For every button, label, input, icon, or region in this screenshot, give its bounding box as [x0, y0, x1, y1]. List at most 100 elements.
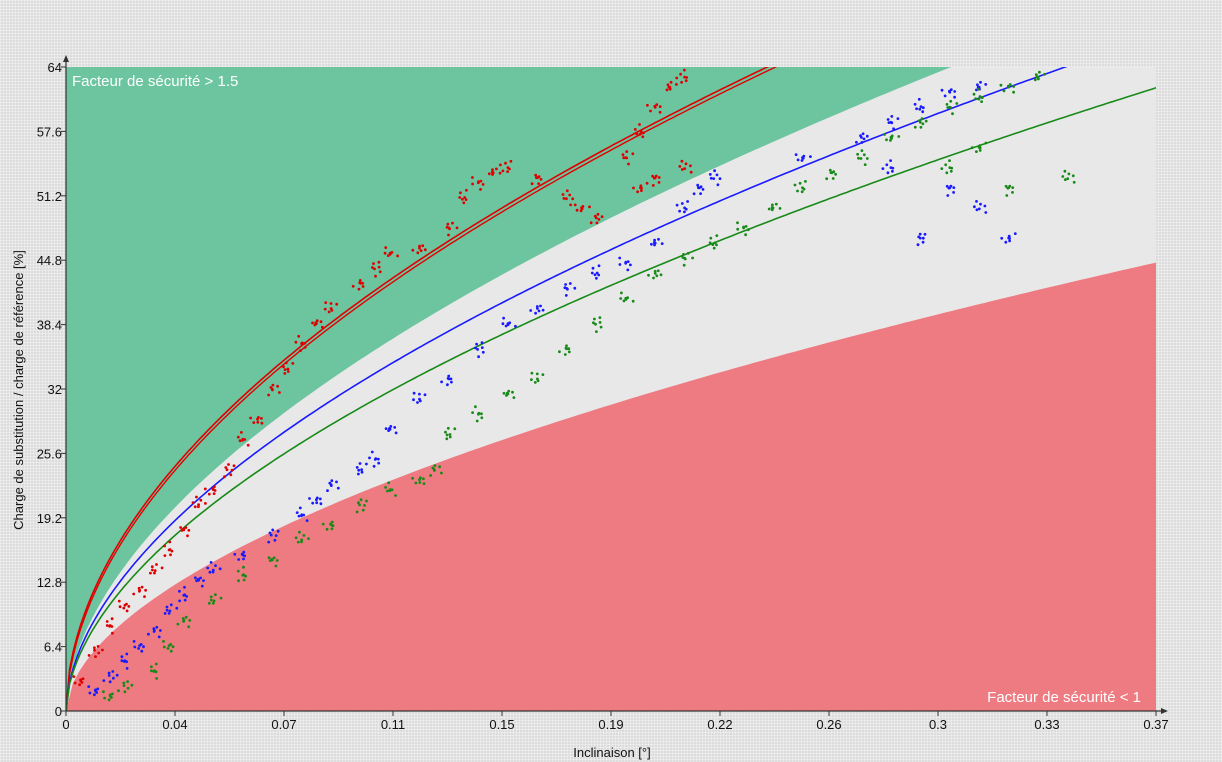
data-point-series-0 [633, 123, 645, 139]
data-point-series-0 [179, 526, 191, 538]
data-point-series-1 [913, 97, 925, 114]
data-point-series-1 [326, 479, 340, 492]
x-tick-label: 0.19 [598, 717, 623, 732]
data-point-series-0 [105, 617, 114, 635]
data-point-series-2 [681, 251, 694, 267]
data-point-series-2 [530, 371, 545, 384]
data-point-series-1 [267, 528, 280, 544]
data-point-series-0 [351, 279, 365, 291]
zone-label-high-safety: Facteur de sécurité > 1.5 [72, 73, 238, 90]
data-point-series-2 [883, 133, 901, 142]
data-point-series-1 [87, 685, 100, 697]
data-point-series-1 [206, 561, 222, 574]
data-point-series-0 [445, 221, 459, 237]
data-point-series-2 [150, 662, 159, 680]
data-point-series-2 [102, 690, 114, 702]
data-point-series-1 [675, 200, 689, 214]
data-point-series-2 [267, 556, 279, 568]
x-tick-label: 0.07 [271, 717, 296, 732]
data-point-series-0 [632, 181, 649, 194]
data-point-series-2 [429, 464, 443, 477]
y-tick-label: 51.2 [37, 189, 62, 204]
x-tick-label: 0.26 [816, 717, 841, 732]
data-point-series-1 [590, 264, 601, 280]
data-point-series-2 [207, 593, 223, 605]
data-point-series-2 [767, 202, 782, 212]
data-point-series-0 [411, 244, 427, 255]
data-point-series-2 [384, 481, 397, 497]
x-tick-label: 0.11 [381, 717, 405, 732]
data-point-series-0 [87, 645, 104, 658]
data-point-series-0 [573, 203, 591, 213]
x-tick-label: 0.04 [162, 717, 187, 732]
y-tick-label: 44.8 [37, 253, 62, 268]
data-point-series-1 [308, 496, 323, 506]
y-tick-label: 12.8 [37, 575, 62, 590]
data-point-series-1 [529, 304, 545, 315]
data-point-series-2 [999, 83, 1016, 94]
y-tick-label: 57.6 [37, 124, 62, 139]
fit-curve-series-2 [66, 87, 1156, 711]
data-point-series-1 [368, 450, 381, 468]
data-point-series-1 [708, 169, 722, 187]
data-point-series-1 [132, 640, 145, 653]
data-point-series-2 [176, 615, 192, 629]
data-point-series-1 [855, 132, 869, 144]
data-point-series-1 [916, 232, 927, 247]
data-point-series-0 [191, 495, 207, 509]
data-point-series-1 [563, 282, 577, 297]
data-point-series-0 [132, 585, 148, 598]
data-point-series-0 [678, 159, 693, 174]
x-tick-label: 0.22 [707, 717, 732, 732]
data-point-series-1 [1000, 232, 1017, 244]
x-axis-title: Inclinaison [°] [573, 745, 650, 760]
data-point-series-2 [411, 476, 426, 485]
data-point-series-0 [371, 260, 382, 278]
data-point-series-0 [249, 416, 264, 425]
data-point-series-1 [945, 184, 956, 197]
data-point-series-0 [487, 167, 502, 176]
data-point-series-0 [621, 150, 635, 166]
data-point-series-2 [502, 389, 516, 399]
data-point-series-1 [233, 550, 247, 561]
zone-low-safety [66, 262, 1156, 711]
data-point-series-0 [646, 103, 662, 114]
data-point-series-0 [499, 159, 513, 174]
data-point-series-1 [618, 256, 632, 272]
data-point-series-0 [530, 173, 543, 186]
data-point-series-1 [355, 462, 368, 476]
data-point-series-1 [102, 670, 119, 684]
y-tick-label: 25.6 [37, 446, 62, 461]
data-point-series-2 [592, 316, 603, 333]
data-point-series-0 [72, 675, 85, 687]
data-point-series-1 [295, 506, 309, 522]
data-point-series-0 [589, 212, 604, 225]
data-point-series-2 [1061, 169, 1076, 184]
data-point-series-2 [825, 168, 837, 181]
data-point-series-0 [149, 563, 164, 575]
data-point-series-1 [692, 183, 705, 196]
x-tick-label: 0.33 [1034, 717, 1059, 732]
data-point-series-0 [236, 431, 250, 447]
data-point-series-0 [471, 176, 485, 191]
axes: 0 0.04 0.07 0.11 0.15 0.19 0.22 0.26 0.3 0.33 0.37… [37, 55, 1169, 732]
data-point-series-1 [384, 425, 398, 435]
y-tick-label: 38.4 [37, 318, 62, 333]
data-point-series-2 [913, 117, 928, 129]
safety-zones [66, 67, 1156, 711]
x-tick-label: 0.15 [489, 717, 514, 732]
data-point-series-1 [440, 374, 453, 387]
fit-curve-band-series-0 [66, 67, 778, 711]
data-point-series-2 [444, 426, 457, 441]
data-point-series-0 [223, 463, 236, 479]
y-tick-label: 0 [55, 704, 62, 719]
y-axis-title: Charge de substitution / charge de référ… [11, 250, 26, 530]
data-point-series-2 [321, 520, 335, 531]
data-point-series-0 [294, 334, 307, 352]
data-points [72, 68, 1076, 702]
data-point-series-1 [973, 200, 988, 214]
x-tick-label: 0.3 [929, 717, 947, 732]
data-point-series-0 [282, 361, 295, 375]
data-point-series-0 [323, 301, 339, 314]
